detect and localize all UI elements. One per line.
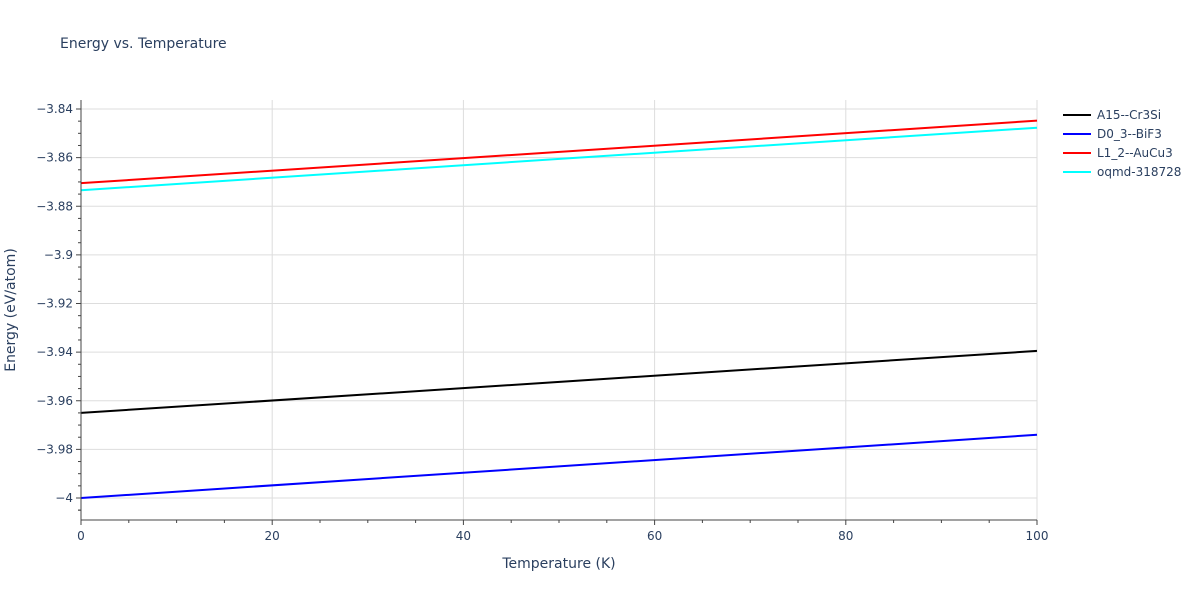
y-tick-label: −3.88	[36, 199, 73, 213]
x-tick-label: 40	[456, 529, 471, 543]
x-tick-label: 80	[838, 529, 853, 543]
series-line-l1-2-aucu3	[80, 119, 1038, 185]
grid-lines	[81, 100, 1038, 520]
y-tick-label: −3.84	[36, 102, 73, 116]
y-tick-label: −3.9	[44, 248, 73, 262]
axes: 0 20 40 60 80 100 −3.84 −3.86 −3.88 −3.9 −3.92 −3.9…	[36, 100, 1048, 543]
series-line-oqmd-318728	[80, 126, 1038, 192]
y-tick-label: −4	[55, 491, 73, 505]
y-tick-label: −3.98	[36, 442, 73, 456]
y-tick-label: −3.96	[36, 394, 73, 408]
series-lines	[80, 119, 1038, 499]
legend-label: L1_2--AuCu3	[1097, 146, 1173, 160]
series-line-d0-3-bif3	[80, 433, 1038, 499]
y-axis-label: Energy (eV/atom)	[3, 248, 19, 372]
x-tick-label: 60	[647, 529, 662, 543]
legend: A15--Cr3Si D0_3--BiF3 L1_2--AuCu3 oqmd-3187…	[1063, 108, 1181, 179]
x-axis-label: Temperature (K)	[501, 556, 615, 572]
legend-label: D0_3--BiF3	[1097, 127, 1162, 141]
y-tick-label: −3.86	[36, 151, 73, 165]
y-tick-label: −3.92	[36, 297, 73, 311]
x-tick-label: 0	[77, 529, 85, 543]
series-line-a15-cr3si	[80, 349, 1038, 414]
legend-label: oqmd-318728	[1097, 165, 1181, 179]
legend-label: A15--Cr3Si	[1097, 108, 1161, 122]
x-tick-label: 100	[1026, 529, 1049, 543]
y-tick-label: −3.94	[36, 345, 73, 359]
chart-title: Energy vs. Temperature	[60, 36, 227, 52]
x-tick-label: 20	[265, 529, 280, 543]
